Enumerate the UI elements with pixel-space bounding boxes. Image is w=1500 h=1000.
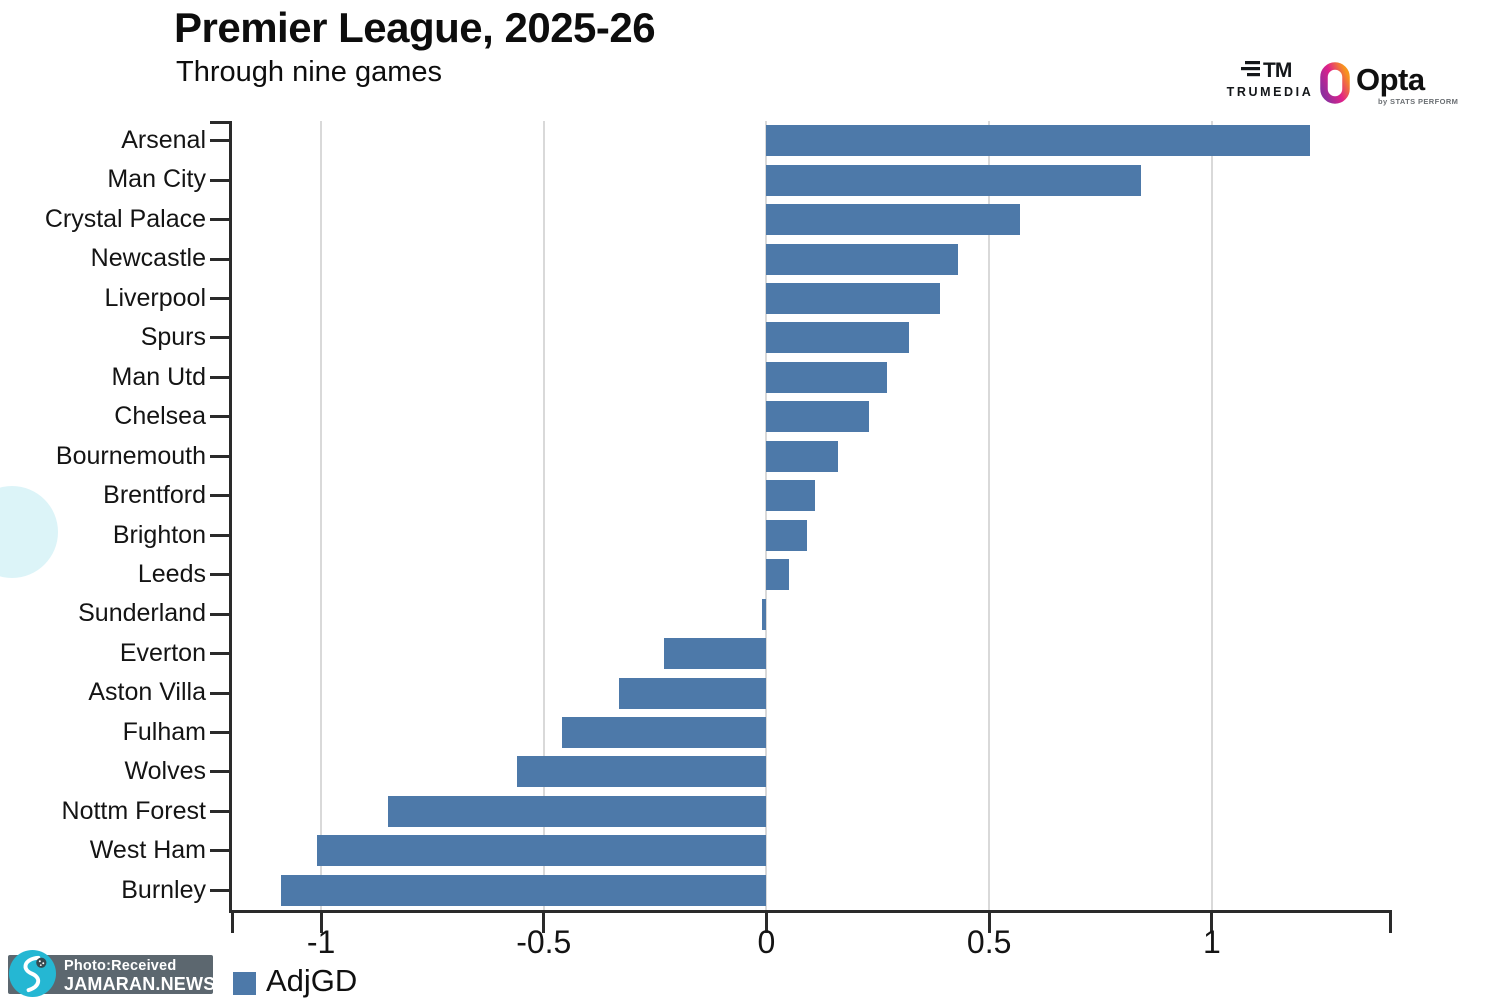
svg-text:TM: TM	[1263, 59, 1292, 82]
team-label: Man City	[107, 165, 206, 194]
bar	[766, 164, 1141, 196]
gridline	[1210, 121, 1213, 910]
gridline	[542, 121, 545, 910]
x-tick	[987, 910, 991, 933]
x-tick	[542, 910, 546, 933]
watermark-swirl-icon	[23, 955, 47, 993]
bar	[766, 322, 909, 354]
x-axis-line	[229, 910, 1392, 913]
team-label: Liverpool	[104, 283, 206, 312]
x-tick-label: 0.5	[966, 924, 1012, 960]
team-tick	[210, 691, 231, 695]
x-tick-label: 0	[757, 924, 776, 960]
trumedia-mark-icon: TM	[1241, 59, 1293, 82]
page-title: Premier League, 2025-26	[174, 4, 656, 51]
team-label: Man Utd	[111, 362, 206, 391]
opta-wordmark: Opta	[1356, 62, 1425, 97]
bar	[766, 401, 869, 433]
team-tick	[210, 139, 231, 143]
team-label: Brighton	[112, 520, 206, 549]
legend-swatch	[233, 971, 256, 995]
opta-ring-icon	[1320, 62, 1350, 104]
team-tick	[210, 652, 231, 656]
team-tick	[210, 849, 231, 853]
bar	[517, 756, 767, 788]
team-tick	[210, 770, 231, 774]
team-label: Wolves	[124, 757, 206, 786]
team-label: Sunderland	[78, 599, 206, 628]
watermark-badge	[9, 950, 56, 997]
team-tick	[210, 257, 231, 261]
bar	[766, 283, 941, 315]
gridline	[320, 121, 323, 910]
x-tick	[764, 910, 768, 933]
trumedia-wordmark: TRUMEDIA	[1226, 85, 1314, 99]
bar	[387, 795, 767, 827]
watermark-line1: Photo:Received	[64, 958, 177, 974]
gridline	[765, 121, 768, 910]
bar	[766, 243, 958, 275]
bar	[561, 716, 767, 748]
team-label: Chelsea	[114, 402, 206, 431]
legend: AdjGD	[233, 963, 357, 999]
x-tick-label: -1	[306, 924, 336, 960]
team-label: Crystal Palace	[44, 204, 206, 233]
team-label: West Ham	[89, 836, 206, 865]
team-label: Burnley	[121, 875, 206, 904]
bar	[766, 519, 807, 551]
team-label: Fulham	[122, 717, 206, 746]
watermark-line2: JAMARAN.NEWS	[64, 974, 216, 994]
bar	[316, 835, 767, 867]
bar	[766, 559, 789, 591]
x-tick	[1210, 910, 1214, 933]
team-tick	[210, 888, 231, 892]
team-label: Everton	[119, 638, 206, 667]
bar	[280, 874, 767, 906]
bar	[762, 598, 767, 630]
team-tick	[210, 218, 231, 222]
x-axis-end-tick	[230, 910, 234, 933]
y-axis-spine	[229, 121, 232, 913]
x-tick	[319, 910, 323, 933]
team-tick	[210, 533, 231, 537]
page-subtitle: Through nine games	[176, 56, 442, 88]
team-label: Bournemouth	[55, 441, 206, 470]
team-tick	[210, 730, 231, 734]
x-axis-end-tick	[1388, 910, 1392, 933]
team-label: Brentford	[103, 481, 206, 510]
bar	[766, 361, 887, 393]
team-tick	[210, 375, 231, 379]
opta-subtext: by STATS PERFORM	[1378, 97, 1459, 106]
team-tick	[210, 454, 231, 458]
legend-label: AdjGD	[266, 963, 358, 998]
bar	[664, 638, 767, 670]
trumedia-logo: TM TRUMEDIA	[1224, 58, 1316, 99]
team-tick	[210, 573, 231, 577]
team-label: Arsenal	[121, 126, 206, 154]
team-tick	[210, 494, 231, 498]
team-label: Nottm Forest	[61, 796, 206, 825]
team-tick	[210, 612, 231, 616]
team-label: Aston Villa	[88, 678, 206, 707]
team-tick	[210, 178, 231, 182]
team-label: Spurs	[140, 323, 206, 352]
team-tick	[210, 336, 231, 340]
gridline	[988, 121, 991, 910]
team-tick	[210, 809, 231, 813]
team-tick	[210, 415, 231, 419]
team-tick	[210, 297, 231, 301]
bar	[766, 204, 1021, 236]
x-tick-label: -0.5	[516, 924, 572, 960]
bar	[766, 480, 816, 512]
x-tick-label: 1	[1202, 924, 1221, 960]
bar	[619, 677, 767, 709]
bar	[766, 125, 1310, 157]
team-label: Newcastle	[90, 244, 206, 273]
bar	[766, 440, 838, 472]
team-label: Leeds	[137, 559, 206, 588]
y-axis-end-tick	[210, 121, 231, 124]
